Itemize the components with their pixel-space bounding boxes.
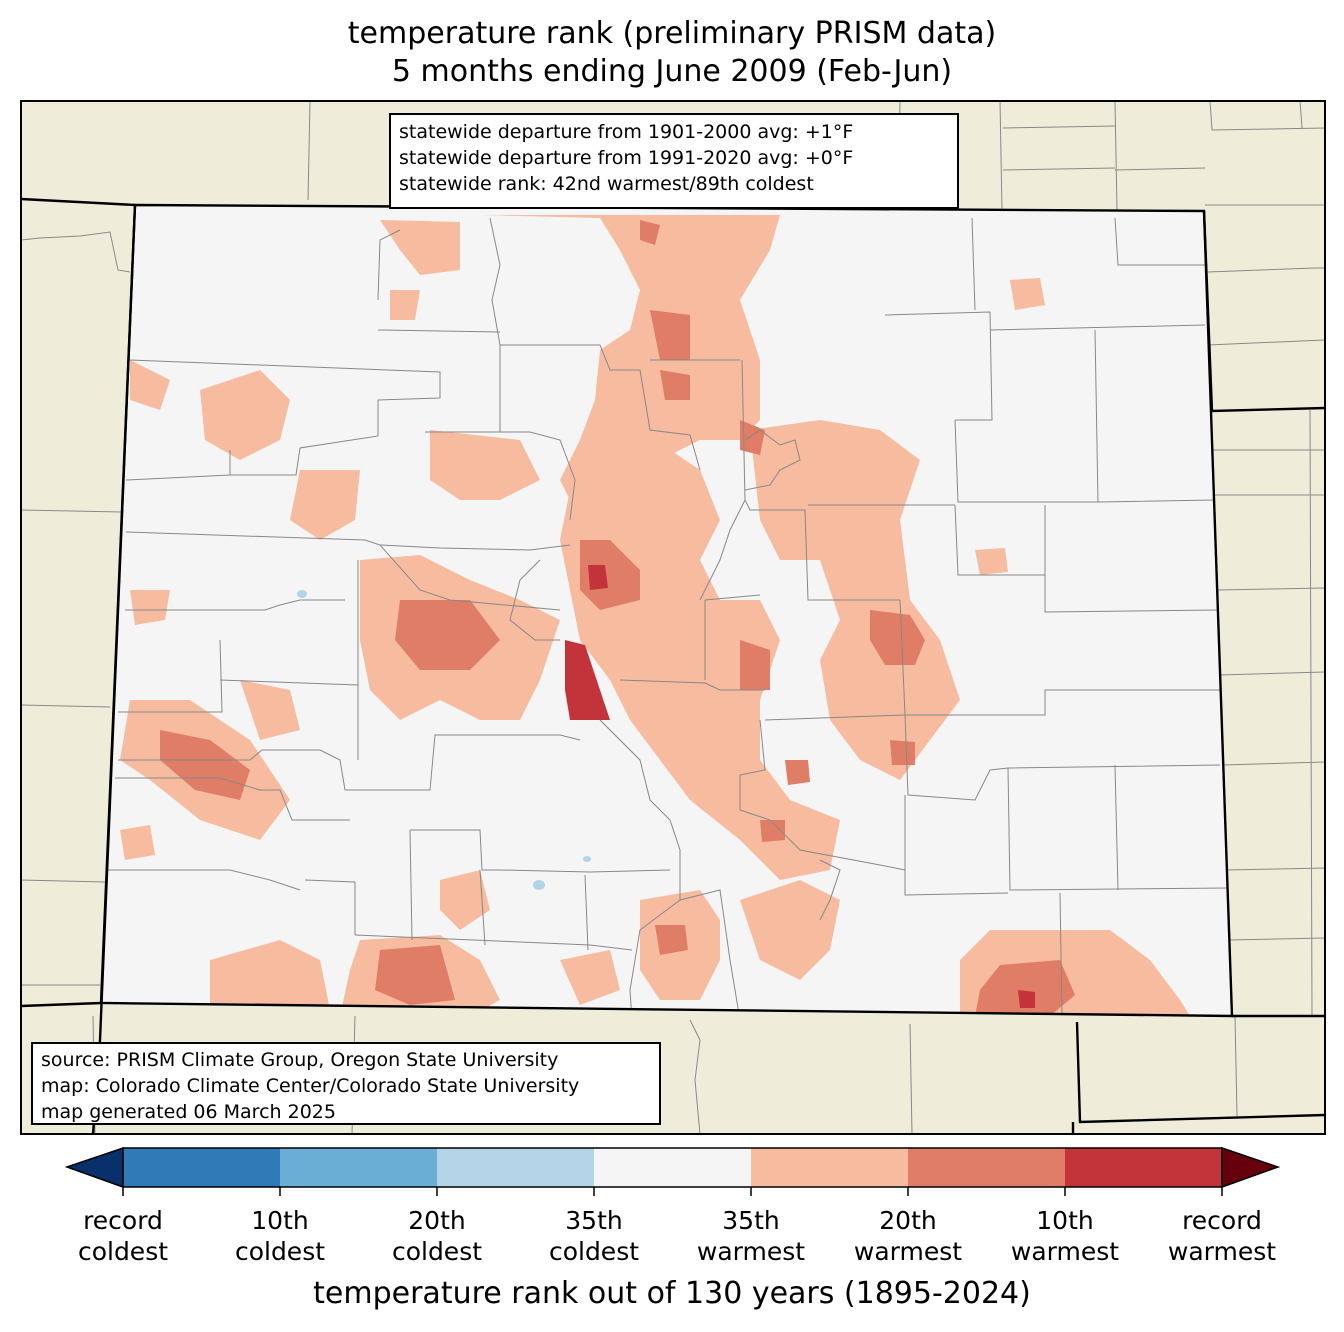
- county-lines: [108, 217, 1231, 1016]
- neighbor-county-lines: [21, 101, 1325, 1134]
- colorbar-tick-label: 20th warmest: [853, 1206, 963, 1266]
- colorbar-segment: [437, 1148, 594, 1187]
- colorbar: [64, 1146, 1281, 1196]
- map-subtitle: 5 months ending June 2009 (Feb-Jun): [391, 54, 953, 89]
- colorbar-extend-low: [64, 1146, 124, 1189]
- colorbar-tick-label: 20th coldest: [391, 1206, 483, 1266]
- colorbar-ticks: [122, 1187, 1223, 1196]
- stats-departure-1991: statewide departure from 1991-2020 avg: …: [399, 147, 854, 169]
- colorbar-tick-label: 35th warmest: [696, 1206, 806, 1266]
- colorbar-segment: [594, 1148, 751, 1187]
- statewide-stats-box: statewide departure from 1901-2000 avg: …: [389, 113, 959, 209]
- colorbar-extend-high: [1221, 1146, 1281, 1189]
- source-generated: map generated 06 March 2025: [41, 1101, 336, 1123]
- colorbar-segment: [908, 1148, 1065, 1187]
- source-box: source: PRISM Climate Group, Oregon Stat…: [31, 1042, 661, 1125]
- colorbar-tick-label: 35th coldest: [548, 1206, 640, 1266]
- colorbar-segment: [280, 1148, 437, 1187]
- source-map: map: Colorado Climate Center/Colorado St…: [41, 1075, 580, 1097]
- map-title: temperature rank (preliminary PRISM data…: [347, 16, 997, 51]
- colorbar-segment: [123, 1148, 280, 1187]
- stats-departure-1901: statewide departure from 1901-2000 avg: …: [399, 121, 854, 143]
- colorbar-tick-label: record warmest: [1167, 1206, 1277, 1266]
- source-data: source: PRISM Climate Group, Oregon Stat…: [41, 1049, 559, 1071]
- colorbar-tick-label: 10th coldest: [234, 1206, 326, 1266]
- colorbar-outline: [122, 1147, 1223, 1188]
- stats-rank: statewide rank: 42nd warmest/89th coldes…: [399, 173, 814, 195]
- colorbar-segment: [1065, 1148, 1222, 1187]
- map-frame: [20, 100, 1326, 1135]
- colorbar-tick-label: record coldest: [77, 1206, 169, 1266]
- colorbar-tick-label: 10th warmest: [1010, 1206, 1120, 1266]
- colorbar-segment: [751, 1148, 908, 1187]
- colorbar-label: temperature rank out of 130 years (1895-…: [313, 1276, 1031, 1311]
